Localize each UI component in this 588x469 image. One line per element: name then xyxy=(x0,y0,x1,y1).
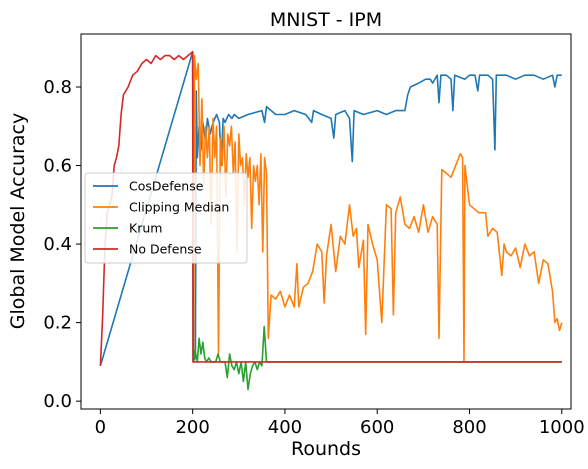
axes-frame xyxy=(80,33,572,410)
series-line-krum xyxy=(191,51,562,391)
y-tick-label: 0.2 xyxy=(43,313,72,334)
y-axis-label: Global Model Accuracy xyxy=(7,113,29,329)
legend: CosDefense Clipping Median Krum No Defense xyxy=(84,172,248,264)
y-tick-label: 0.0 xyxy=(43,391,72,412)
legend-label: Clipping Median xyxy=(129,200,229,215)
x-tick-label: 200 xyxy=(175,417,209,438)
y-tick-label: 0.4 xyxy=(43,234,72,255)
x-tick-label: 800 xyxy=(452,417,486,438)
legend-label: CosDefense xyxy=(129,179,204,194)
y-tick-label: 0.6 xyxy=(43,156,72,177)
x-axis-ticks: 0 200 400 600 800 1000 xyxy=(95,409,585,438)
x-tick-label: 0 xyxy=(95,417,106,438)
chart-title: MNIST - IPM xyxy=(270,9,382,31)
x-axis-label: Rounds xyxy=(291,438,361,460)
legend-label: Krum xyxy=(129,221,162,236)
legend-box xyxy=(84,172,248,264)
x-tick-label: 600 xyxy=(360,417,394,438)
x-tick-label: 400 xyxy=(268,417,302,438)
legend-label: No Defense xyxy=(129,242,202,257)
x-tick-label: 1000 xyxy=(539,417,585,438)
y-axis-ticks: 0.0 0.2 0.4 0.6 0.8 xyxy=(43,77,81,412)
y-tick-label: 0.8 xyxy=(43,77,72,98)
